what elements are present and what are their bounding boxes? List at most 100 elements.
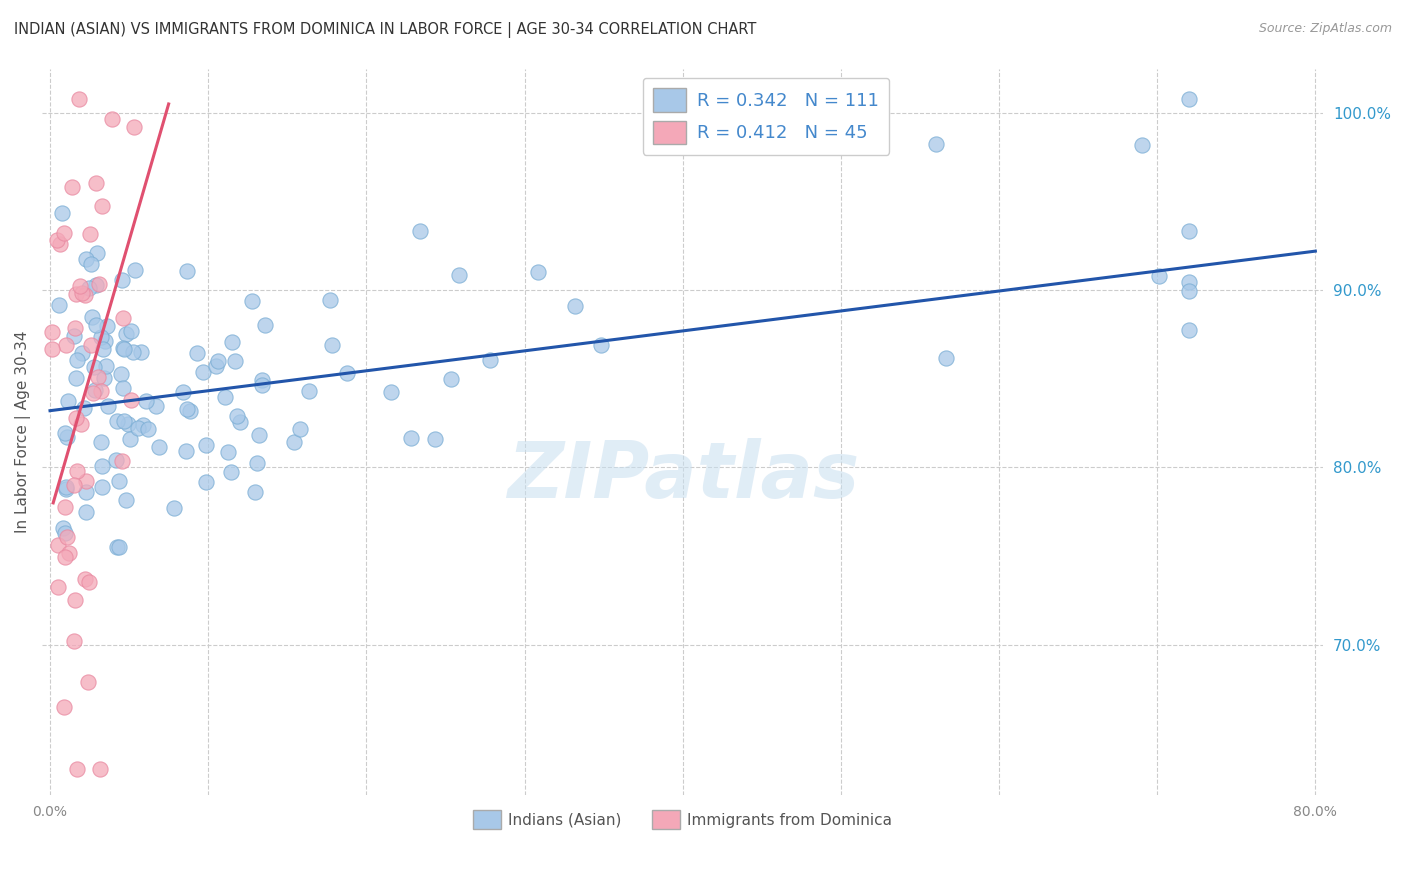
Point: [114, 326, 136, 341]
Point: [72, 401, 94, 416]
Point: [112, 381, 135, 395]
Point: [41, 325, 63, 339]
Point: [145, 399, 167, 413]
Point: [84, 278, 107, 293]
Point: [84, 383, 107, 397]
Point: [41, 343, 63, 357]
Point: [163, 501, 186, 516]
Point: [186, 345, 208, 359]
Point: [66, 762, 89, 776]
Point: [86, 245, 108, 260]
Point: [120, 392, 142, 407]
Point: [65, 287, 87, 301]
Point: [49, 236, 72, 251]
Point: [89, 277, 111, 291]
Y-axis label: In Labor Force | Age 30-34: In Labor Force | Age 30-34: [15, 331, 31, 533]
Point: [53, 550, 76, 565]
Point: [97, 399, 120, 413]
Point: [53, 500, 76, 515]
Point: [58, 546, 80, 560]
Point: [55, 338, 77, 352]
Point: [75, 475, 97, 489]
Point: [105, 414, 128, 428]
Point: [75, 485, 97, 500]
Point: [80, 338, 103, 352]
Point: [399, 431, 422, 445]
Point: [1178, 92, 1201, 106]
Point: [136, 422, 159, 436]
Point: [63, 321, 86, 335]
Point: [86, 370, 108, 384]
Point: [1178, 276, 1201, 290]
Point: [250, 373, 273, 387]
Point: [46, 580, 69, 594]
Point: [129, 345, 152, 359]
Point: [80, 257, 103, 271]
Point: [48, 298, 70, 312]
Point: [112, 342, 135, 356]
Point: [60, 179, 83, 194]
Point: [478, 352, 501, 367]
Point: [425, 432, 447, 446]
Point: [111, 273, 134, 287]
Point: [107, 540, 129, 554]
Point: [224, 353, 246, 368]
Point: [51, 206, 73, 220]
Point: [1147, 268, 1170, 283]
Point: [214, 390, 236, 404]
Point: [75, 288, 97, 302]
Point: [250, 377, 273, 392]
Point: [229, 415, 252, 429]
Point: [179, 404, 201, 418]
Point: [79, 227, 101, 242]
Point: [217, 444, 239, 458]
Point: [56, 530, 79, 544]
Point: [195, 475, 218, 489]
Point: [127, 421, 149, 435]
Point: [122, 345, 145, 359]
Point: [89, 762, 111, 776]
Point: [94, 359, 117, 374]
Point: [148, 440, 170, 454]
Point: [319, 293, 342, 307]
Point: [226, 409, 249, 423]
Point: [46, 538, 69, 552]
Point: [55, 480, 77, 494]
Point: [246, 456, 269, 470]
Point: [84, 176, 107, 190]
Point: [283, 434, 305, 449]
Point: [69, 279, 91, 293]
Point: [321, 337, 343, 351]
Legend: Indians (Asian), Immigrants from Dominica: Indians (Asian), Immigrants from Dominic…: [467, 805, 898, 835]
Point: [205, 359, 228, 373]
Point: [83, 360, 105, 375]
Point: [591, 338, 613, 352]
Point: [172, 385, 194, 400]
Point: [1178, 223, 1201, 237]
Point: [288, 422, 311, 436]
Point: [935, 351, 957, 365]
Point: [52, 699, 75, 714]
Point: [380, 385, 402, 400]
Point: [84, 318, 107, 332]
Point: [447, 268, 470, 283]
Point: [527, 265, 550, 279]
Point: [90, 435, 112, 450]
Point: [75, 505, 97, 519]
Point: [93, 370, 115, 384]
Point: [56, 430, 79, 444]
Point: [124, 120, 146, 135]
Point: [63, 329, 86, 343]
Point: [176, 264, 198, 278]
Point: [115, 493, 138, 508]
Point: [440, 372, 463, 386]
Point: [120, 324, 142, 338]
Point: [112, 413, 135, 427]
Point: [62, 478, 84, 492]
Point: [124, 262, 146, 277]
Point: [45, 233, 67, 247]
Point: [336, 366, 359, 380]
Point: [253, 318, 276, 332]
Point: [66, 353, 89, 368]
Point: [132, 418, 155, 433]
